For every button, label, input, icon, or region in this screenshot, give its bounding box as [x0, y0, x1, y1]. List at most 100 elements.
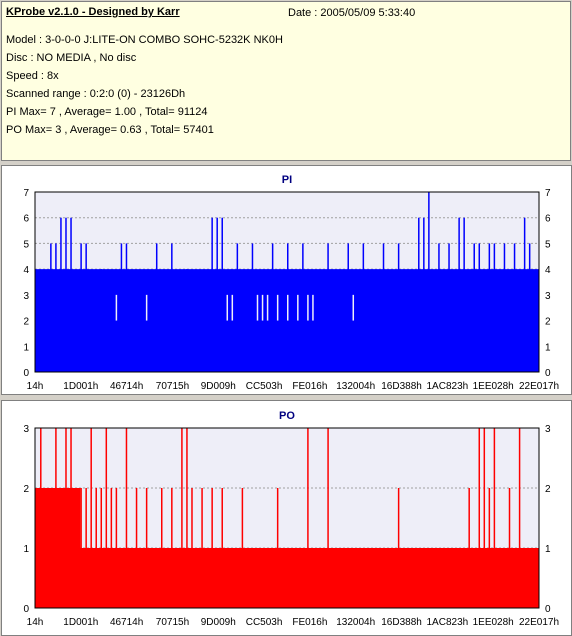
bar-spike: [518, 428, 521, 608]
bar-spike: [362, 243, 365, 372]
bar-spike: [171, 243, 173, 372]
bar-spike: [186, 428, 188, 608]
bar-spike: [513, 243, 516, 372]
bar-spike: [65, 217, 67, 372]
y-tick-label-right: 2: [545, 317, 551, 328]
x-tick-label: FE016h: [292, 617, 327, 628]
y-tick-label-right: 0: [545, 604, 551, 615]
y-tick-label-left: 5: [23, 239, 29, 250]
bar-spike: [186, 269, 188, 372]
bar-spike: [382, 243, 385, 372]
info-disc: Disc : NO MEDIA , No disc: [6, 52, 137, 64]
bar-spike: [428, 192, 430, 372]
pi-chart: PI 0 0 1 1 2 2 3 3 4 4 5 5 6 6 7 7 14h 1D001h 46714h 70715h 9…: [23, 174, 559, 392]
bar-spike: [302, 243, 304, 372]
bar-spike: [211, 488, 213, 608]
x-tick-label: 70715h: [156, 617, 189, 628]
bar-spike: [307, 428, 309, 608]
po-chart: PO 0 0 1 1 2 2 3 3 14h 1D001h 46714h 70715h 9D009h CC5…: [23, 410, 559, 628]
x-tick-label: 16D388h: [381, 617, 422, 628]
plot-frame: [34, 191, 540, 373]
x-tick-label: 9D009h: [201, 381, 236, 392]
bar-spike: [85, 488, 87, 608]
y-tick-label-right: 2: [545, 484, 551, 495]
y-tick-label-left: 0: [23, 368, 29, 379]
bar-spike: [448, 243, 450, 372]
bar-spike: [100, 488, 103, 608]
bar-spike: [473, 243, 475, 372]
x-tick-label: 22E017h: [519, 381, 559, 392]
po-chart-panel: PO 0 0 1 1 2 2 3 3 14h 1D001h 46714h 70715h 9D009h CC5…: [1, 400, 572, 636]
bar-level: [35, 548, 539, 608]
chart-title: PO: [279, 410, 295, 422]
bar-dip: [261, 294, 264, 321]
bar-spike: [216, 217, 218, 372]
y-tick-label-left: 0: [23, 604, 29, 615]
bar-spike: [65, 428, 67, 608]
x-tick-label: 14h: [27, 617, 44, 628]
x-tick-label: CC503h: [246, 617, 283, 628]
info-pi-stats: PI Max= 7 , Average= 1.00 , Total= 91124: [6, 106, 208, 118]
bar-dip: [226, 294, 229, 321]
bar-spike: [221, 217, 223, 372]
x-tick-label: 1EE028h: [473, 381, 514, 392]
x-tick-label: 46714h: [110, 381, 143, 392]
bar-spike: [221, 488, 223, 608]
y-tick-label-left: 1: [23, 544, 29, 555]
x-tick-label: 70715h: [156, 381, 189, 392]
bar-dip: [115, 294, 118, 321]
y-tick-label-left: 2: [23, 317, 29, 328]
bar-dip: [276, 294, 279, 321]
bar-spike: [397, 488, 400, 608]
bar-spike: [191, 488, 193, 608]
bar-spike: [241, 488, 244, 608]
bar-spike: [60, 217, 62, 372]
bar-spike: [55, 428, 57, 608]
bar-dip: [287, 294, 289, 321]
bar-spike: [493, 428, 496, 608]
bar-spike: [327, 428, 329, 608]
bar-spike: [105, 428, 108, 608]
bar-spike: [468, 488, 470, 608]
bar-spike: [397, 243, 400, 372]
x-tick-label: 1AC823h: [427, 617, 469, 628]
bar-spike: [171, 488, 173, 608]
x-tick-label: CC503h: [246, 381, 283, 392]
bar-dip: [231, 294, 234, 321]
y-tick-label-left: 1: [23, 342, 29, 353]
app-title: KProbe v2.1.0 - Designed by Karr: [6, 6, 180, 18]
bar-spike: [211, 217, 213, 372]
bar-spike: [125, 243, 128, 372]
bar-spike: [90, 428, 92, 608]
x-tick-label: 132004h: [336, 381, 375, 392]
x-tick-label: 46714h: [110, 617, 143, 628]
bar-dip: [256, 294, 259, 321]
bar-spike: [488, 243, 491, 372]
scan-date: Date : 2005/05/09 5:33:40: [288, 7, 416, 19]
x-tick-label: 1EE028h: [473, 617, 514, 628]
bar-spike: [181, 428, 183, 608]
x-tick-label: 1D001h: [63, 617, 98, 628]
chart-title: PI: [282, 174, 292, 186]
bar-spike: [236, 243, 239, 372]
x-tick-label: FE016h: [292, 381, 327, 392]
plot-frame: [34, 427, 540, 609]
bar-level: [35, 488, 81, 608]
y-tick-label-right: 1: [545, 342, 551, 353]
x-tick-label: 1D001h: [63, 381, 98, 392]
info-panel: KProbe v2.1.0 - Designed by Karr Date : …: [1, 1, 571, 161]
bar-spike: [327, 243, 329, 372]
bar-spike: [201, 488, 203, 608]
bar-spike: [50, 243, 52, 372]
bar-spike: [423, 217, 425, 372]
bar-spike: [80, 488, 82, 608]
bar-spike: [60, 488, 62, 608]
bar-dip: [352, 294, 355, 321]
y-tick-label-left: 3: [23, 424, 29, 435]
info-po-stats: PO Max= 3 , Average= 0.63 , Total= 57401: [6, 124, 214, 136]
x-tick-label: 22E017h: [519, 617, 559, 628]
bar-spike: [271, 243, 274, 372]
bar-spike: [488, 488, 491, 608]
bar-spike: [438, 243, 440, 372]
bar-dip: [307, 294, 309, 321]
